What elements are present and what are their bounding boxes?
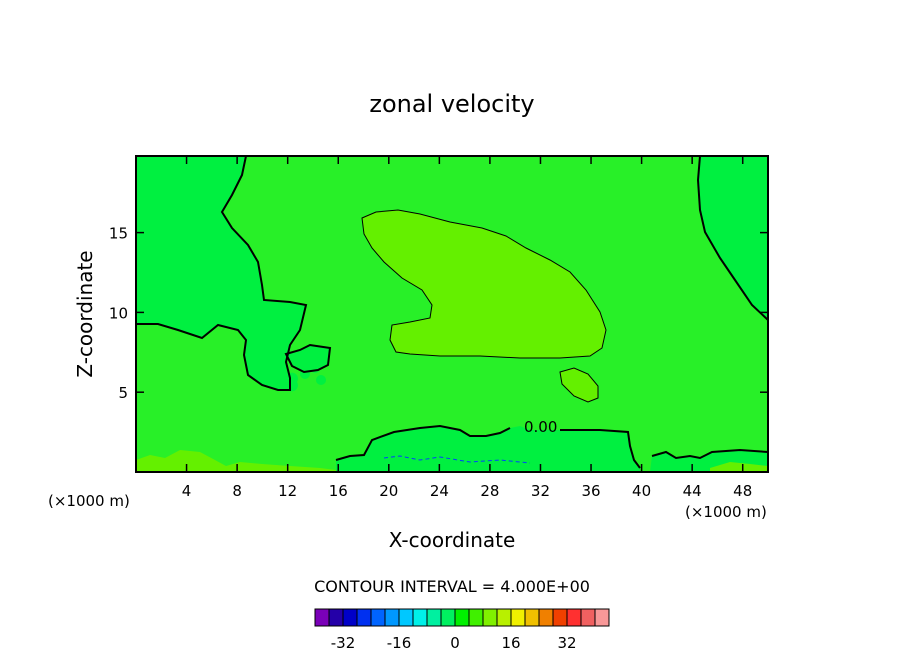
- colorbar-swatch: [454, 608, 470, 627]
- colorbar-swatch: [314, 608, 330, 627]
- x-tick-label: 36: [581, 482, 600, 500]
- x-tick-label: 48: [733, 482, 752, 500]
- x-axis: 4 8 12 16 20 24 28 32 36 40 44 48: [182, 156, 752, 500]
- y-tick-label: 15: [109, 225, 128, 243]
- colorbar-ticks: -32 -16 0 16 32: [331, 634, 577, 652]
- y-axis: 5 10 15: [109, 225, 768, 402]
- x-tick-label: 20: [379, 482, 398, 500]
- colorbar-swatch: [398, 608, 414, 627]
- colorbar-tick-label: 16: [501, 634, 520, 652]
- zero-contours: [136, 156, 768, 469]
- contour-interval: CONTOUR INTERVAL = 4.000E+00: [314, 577, 590, 596]
- negative-blob: [285, 372, 299, 392]
- colorbar-swatch: [524, 608, 540, 627]
- colorbar-swatch: [384, 608, 400, 627]
- colorbar-swatch: [482, 608, 498, 627]
- y-tick-label: 5: [118, 384, 128, 402]
- colorbar-tick-label: 32: [557, 634, 576, 652]
- plot-frame: [135, 155, 769, 473]
- colorbar-swatch: [496, 608, 512, 627]
- colorbar-swatch: [566, 608, 582, 627]
- colorbar-swatch: [552, 608, 568, 627]
- y-tick-label: 10: [109, 304, 128, 322]
- colorbar: [314, 608, 610, 627]
- colorbar-tick-label: -32: [331, 634, 356, 652]
- colorbar-swatch: [580, 608, 596, 627]
- x-tick-label: 8: [232, 482, 242, 500]
- contour-label: 0.00: [524, 418, 557, 436]
- colorbar-swatch: [370, 608, 386, 627]
- x-unit-left: (×1000 m): [48, 492, 130, 510]
- dashed-contours: [383, 455, 531, 464]
- colorbar-swatch: [510, 608, 526, 627]
- colorbar-swatch: [594, 608, 610, 627]
- x-tick-label: 32: [531, 482, 550, 500]
- x-tick-label: 40: [632, 482, 651, 500]
- plot-area: [136, 156, 768, 472]
- colorbar-tick-label: 0: [450, 634, 460, 652]
- colorbar-swatch: [440, 608, 456, 627]
- negative-region-upper-left: [136, 156, 306, 390]
- x-axis-label: X-coordinate: [389, 528, 516, 552]
- x-tick-label: 12: [278, 482, 297, 500]
- x-tick-label: 28: [480, 482, 499, 500]
- positive-contours: [361, 209, 607, 403]
- positive-sliver: [710, 462, 768, 472]
- x-tick-label: 24: [430, 482, 449, 500]
- colorbar-swatch: [412, 608, 428, 627]
- positive-blob: [560, 368, 598, 402]
- colorbar-swatch: [342, 608, 358, 627]
- colorbar-swatch: [426, 608, 442, 627]
- colorbar-tick-label: -16: [387, 634, 412, 652]
- negative-band-lower: [336, 426, 640, 472]
- chart-title: zonal velocity: [369, 90, 534, 118]
- x-unit-right: (×1000 m): [685, 503, 767, 521]
- x-tick-label: 16: [329, 482, 348, 500]
- colorbar-swatch: [356, 608, 372, 627]
- colorbar-swatch: [538, 608, 554, 627]
- x-tick-label: 4: [182, 482, 192, 500]
- x-tick-label: 44: [683, 482, 702, 500]
- colorbar-swatch: [328, 608, 344, 627]
- negative-region-upper-right: [698, 156, 768, 320]
- positive-region-centre: [362, 210, 606, 358]
- colorbar-swatch: [468, 608, 484, 627]
- y-axis-label: Z-coordinate: [73, 250, 97, 377]
- negative-blob: [316, 375, 326, 385]
